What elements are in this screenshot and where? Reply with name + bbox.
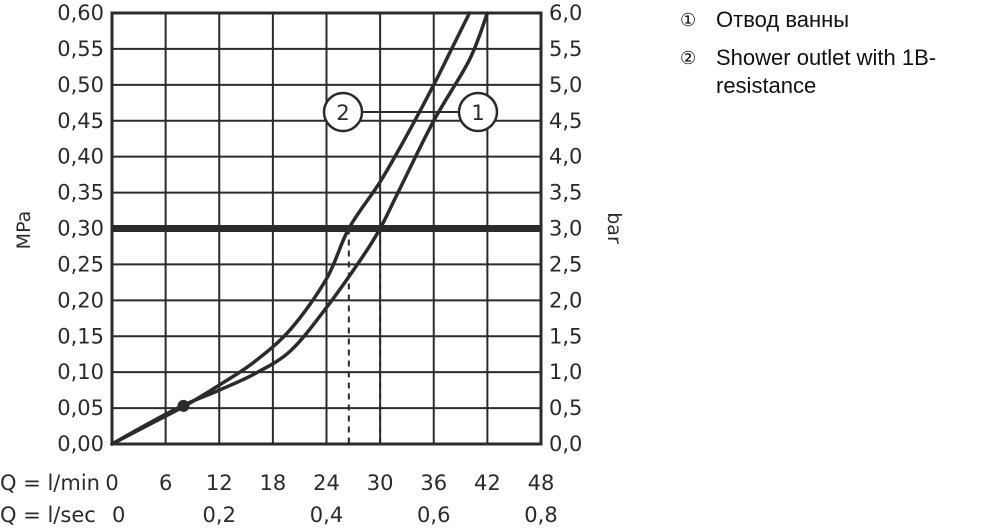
legend-item-2: ② Shower outlet with 1B-resistance [680,44,1000,100]
x-tick-label: 0 [105,471,118,495]
right-tick-label: 1,5 [549,324,582,348]
x-tick-label: 30 [367,471,394,495]
left-tick-label: 0,35 [57,181,104,205]
left-tick-label: 0,10 [57,360,104,384]
right-tick-label: 3,0 [549,217,582,241]
legend: ① Отвод ванны ② Shower outlet with 1B-re… [680,6,1000,110]
left-tick-label: 0,45 [57,109,104,133]
legend-number-2: ② [680,48,697,68]
right-tick-label: 6,0 [549,1,582,25]
x-secondary-axis-label: Q = l/sec [0,503,96,527]
right-tick-label: 2,5 [549,252,582,276]
right-tick-label: 2,0 [549,288,582,312]
right-tick-label: 0,0 [549,432,582,456]
series-callout-circle-2 [322,91,364,133]
x-secondary-tick-label: 0,6 [417,503,450,527]
right-tick-label: 4,5 [549,109,582,133]
series-callout-label-1: 1 [471,101,484,125]
legend-number-1: ① [680,10,697,30]
right-tick-label: 5,5 [549,37,582,61]
left-tick-label: 0,30 [57,217,104,241]
left-tick-label: 0,15 [57,324,104,348]
x-secondary-tick-label: 0,2 [203,503,236,527]
x-tick-label: 18 [260,471,287,495]
legend-label-2: Shower outlet with 1B-resistance [716,45,937,98]
x-tick-label: 36 [420,471,447,495]
x-secondary-tick-label: 0,4 [310,503,343,527]
right-tick-label: 5,0 [549,73,582,97]
x-axis-label: Q = l/min [0,471,100,495]
marker-point [177,399,190,412]
x-tick-label: 42 [474,471,501,495]
right-tick-label: 3,5 [549,181,582,205]
left-tick-label: 0,55 [57,37,104,61]
series-callout-label-2: 2 [336,101,349,125]
right-tick-label: 0,5 [549,396,582,420]
x-tick-label: 24 [313,471,340,495]
left-tick-label: 0,20 [57,288,104,312]
x-tick-label: 6 [159,471,172,495]
legend-label-1: Отвод ванны [716,7,850,32]
x-tick-label: 12 [206,471,233,495]
x-tick-label: 48 [528,471,555,495]
series-callout-circle-1 [457,91,499,133]
legend-item-1: ① Отвод ванны [680,6,1000,34]
left-tick-label: 0,40 [57,145,104,169]
left-tick-label: 0,50 [57,73,104,97]
left-axis-title: MPa [13,211,35,250]
left-tick-label: 0,00 [57,432,104,456]
left-tick-label: 0,25 [57,252,104,276]
x-secondary-tick-label: 0,8 [524,503,557,527]
right-tick-label: 1,0 [549,360,582,384]
right-axis-title: bar [603,212,625,244]
left-tick-label: 0,60 [57,1,104,25]
left-tick-label: 0,05 [57,396,104,420]
right-tick-label: 4,0 [549,145,582,169]
x-secondary-tick-label: 0 [112,503,125,527]
